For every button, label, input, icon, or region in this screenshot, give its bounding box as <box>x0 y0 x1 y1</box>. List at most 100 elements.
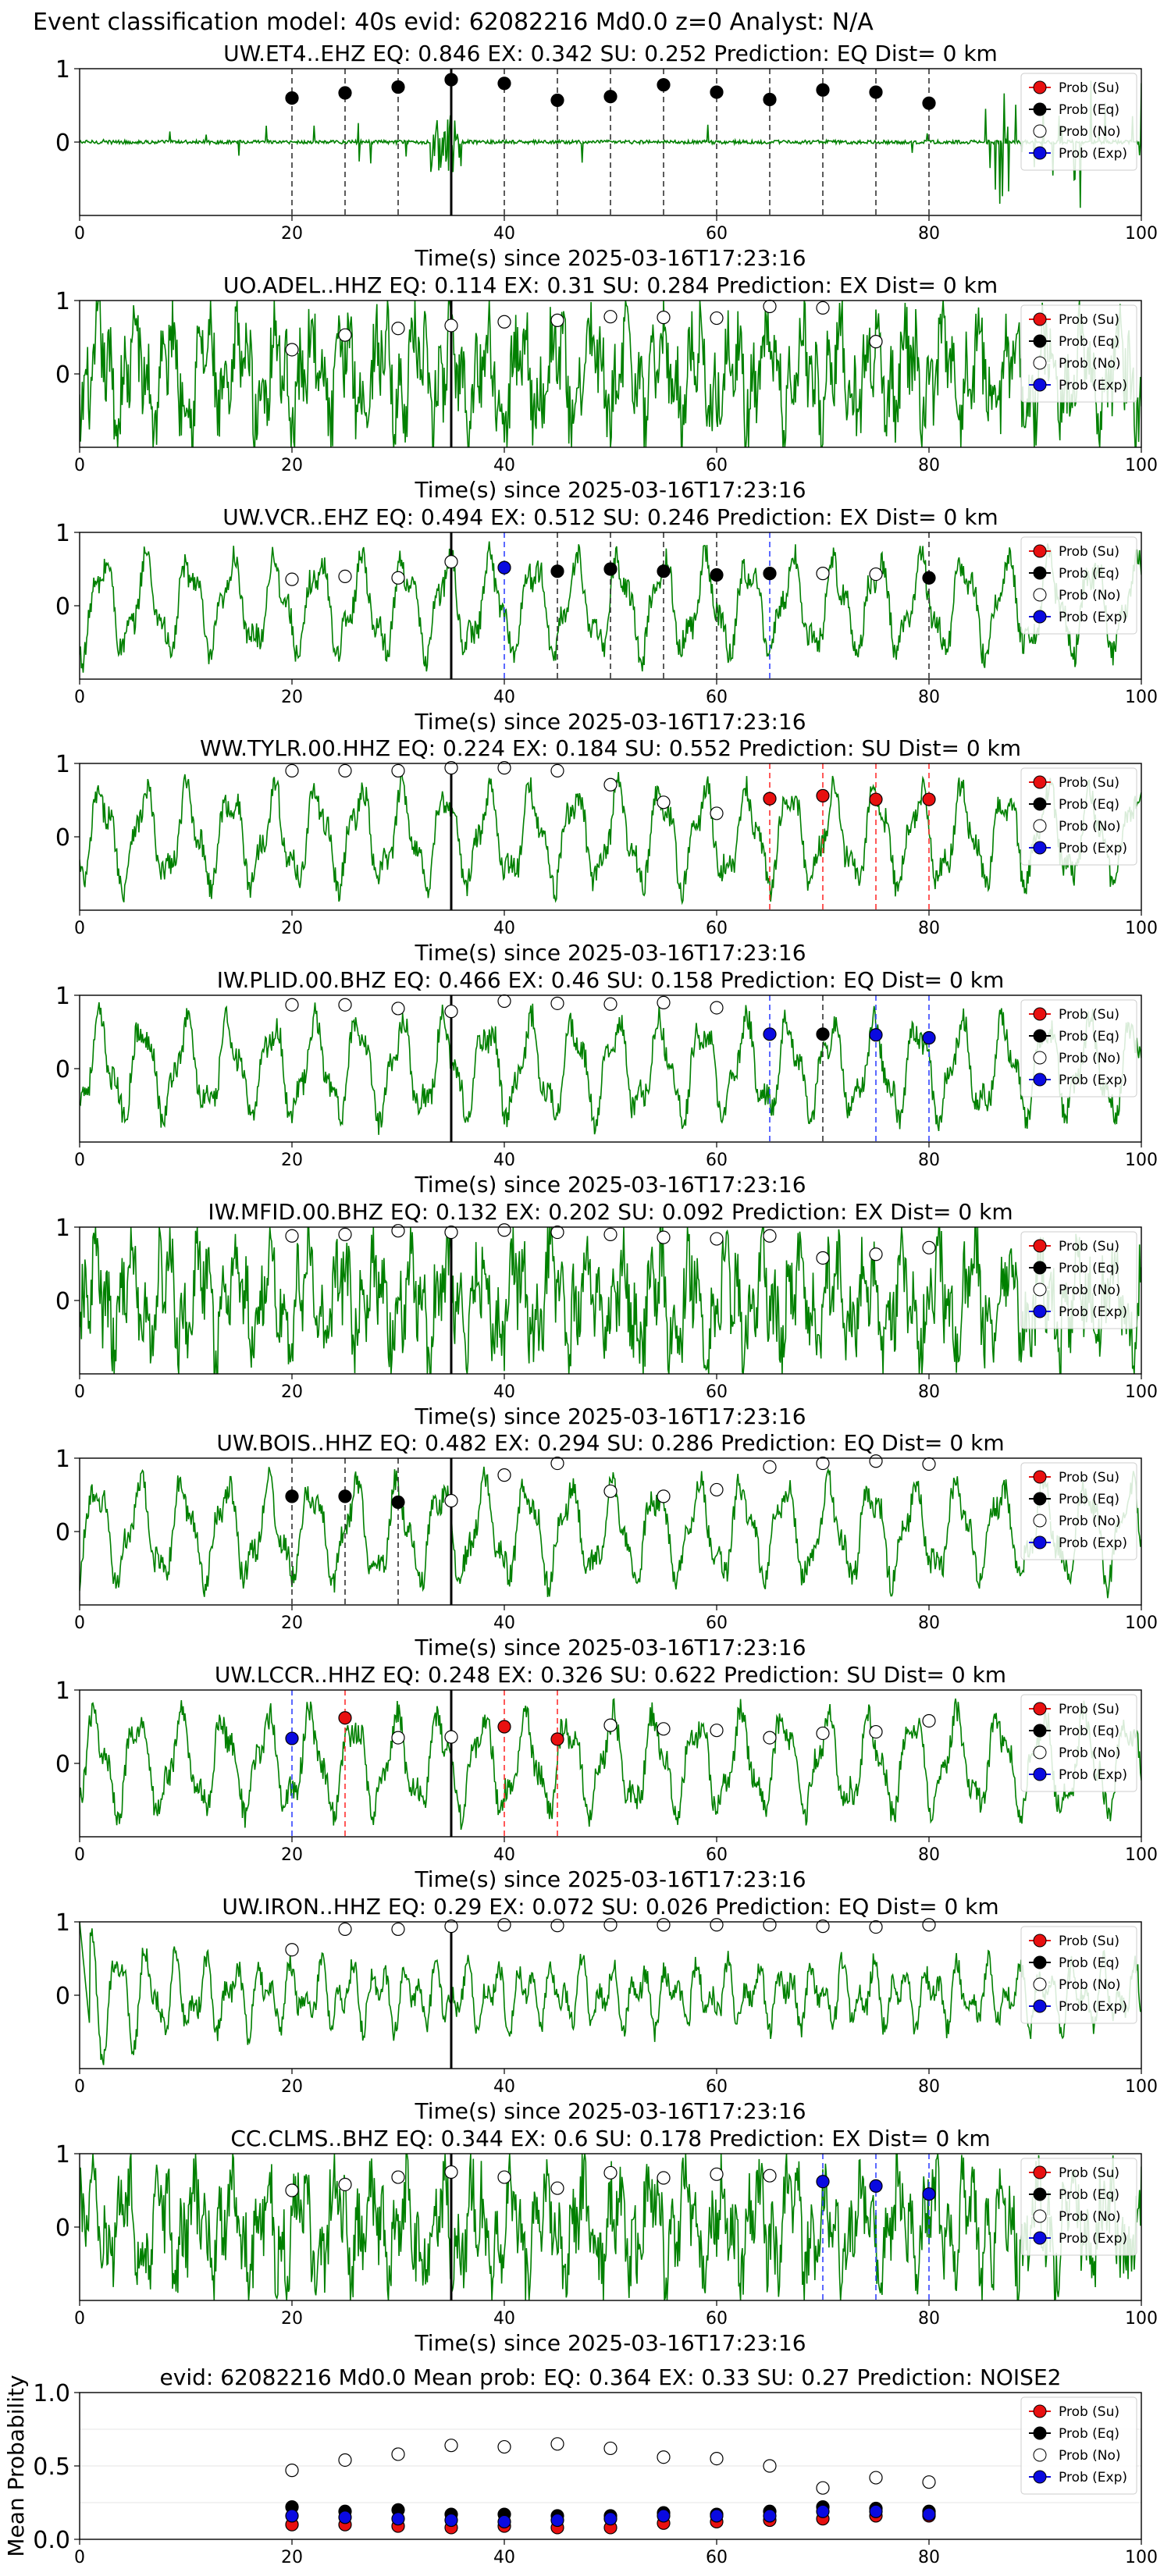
x-tick-label: 100 <box>1125 1151 1158 1170</box>
x-tick-label: 80 <box>918 2309 940 2329</box>
legend-marker <box>1033 1724 1047 1738</box>
x-tick-label: 0 <box>74 2077 85 2097</box>
legend-marker <box>1033 378 1047 392</box>
prob-marker <box>922 1457 936 1471</box>
x-tick-label: 40 <box>493 1151 515 1170</box>
legend-marker <box>1033 566 1047 580</box>
prob-marker <box>603 2512 618 2526</box>
plot-area <box>80 1690 1141 1837</box>
plot-area <box>80 1227 1141 1374</box>
legend-label: Prob (No) <box>1059 588 1121 603</box>
legend-marker <box>1033 312 1047 326</box>
x-axis-label: Time(s) since 2025-03-16T17:23:16 <box>414 940 806 966</box>
prob-marker <box>497 76 511 91</box>
prob-marker <box>285 343 299 357</box>
x-tick-label: 40 <box>493 2548 515 2567</box>
prob-marker <box>603 2165 618 2180</box>
plot-area <box>80 995 1141 1142</box>
legend-label: Prob (Exp) <box>1059 1535 1127 1551</box>
waveform-trace <box>80 1002 1141 1135</box>
prob-marker <box>710 2452 724 2466</box>
x-tick-label: 20 <box>281 2309 303 2329</box>
legend-label: Prob (Exp) <box>1059 610 1127 625</box>
panel-title: evid: 62082216 Md0.0 Mean prob: EQ: 0.36… <box>160 2364 1062 2390</box>
prob-marker <box>285 1229 299 1243</box>
x-tick-label: 80 <box>918 456 940 475</box>
prob-marker <box>550 313 564 327</box>
prob-marker <box>444 761 458 775</box>
prob-marker <box>710 1001 724 1015</box>
x-tick-label: 60 <box>706 1845 728 1865</box>
x-tick-label: 40 <box>493 224 515 244</box>
x-tick-label: 40 <box>493 2309 515 2329</box>
prob-marker <box>657 564 671 578</box>
prob-marker <box>657 2509 671 2523</box>
waveform-trace <box>80 541 1141 673</box>
prob-marker <box>391 1002 405 1016</box>
prob-marker <box>763 299 777 314</box>
legend-box <box>1020 1694 1137 1792</box>
legend-marker <box>1033 2404 1047 2418</box>
legend-label: Prob (Su) <box>1059 1470 1119 1485</box>
prob-marker <box>497 761 511 775</box>
prob-marker <box>710 806 724 820</box>
legend-label: Prob (No) <box>1059 2448 1121 2464</box>
prob-marker <box>816 788 830 802</box>
x-tick-label: 0 <box>74 1151 85 1170</box>
prob-marker <box>763 792 777 806</box>
prob-marker <box>816 2481 830 2495</box>
station-panel-7: UW.BOIS..HHZ EQ: 0.482 EX: 0.294 SU: 0.2… <box>55 1430 1158 1660</box>
prob-marker <box>657 78 671 92</box>
prob-marker <box>869 1028 883 1042</box>
legend-marker <box>1033 797 1047 811</box>
legend-marker <box>1033 819 1047 833</box>
y-tick-label: 1.0 <box>33 2380 70 2407</box>
legend-marker <box>1033 1470 1047 1484</box>
legend-box <box>1020 2396 1137 2495</box>
legend-box <box>1020 304 1137 403</box>
prob-marker <box>710 2509 724 2523</box>
prob-marker <box>444 554 458 569</box>
prob-marker <box>657 795 671 809</box>
prob-marker <box>710 568 724 582</box>
prob-marker <box>391 80 405 94</box>
legend-label: Prob (No) <box>1059 1051 1121 1066</box>
prob-marker <box>285 1943 299 1957</box>
prob-marker <box>816 1027 830 1041</box>
y-tick-label: 0 <box>55 1519 70 1546</box>
legend-marker <box>1033 544 1047 558</box>
legend-box <box>1020 73 1137 171</box>
x-tick-label: 100 <box>1125 456 1158 475</box>
prob-marker <box>657 2450 671 2464</box>
prob-marker <box>869 335 883 349</box>
prob-marker <box>550 1456 564 1471</box>
legend-marker <box>1033 1514 1047 1528</box>
x-tick-label: 80 <box>918 2077 940 2097</box>
x-tick-label: 0 <box>74 456 85 475</box>
prob-marker <box>497 315 511 329</box>
legend-marker <box>1033 2426 1047 2440</box>
legend-label: Prob (No) <box>1059 1283 1121 1298</box>
prob-marker <box>391 1731 405 1745</box>
legend-label: Prob (Eq) <box>1059 1029 1119 1044</box>
prob-marker <box>922 2507 936 2521</box>
panel-title: IW.PLID.00.BHZ EQ: 0.466 EX: 0.46 SU: 0.… <box>217 967 1004 993</box>
prob-marker <box>391 2170 405 2184</box>
legend-marker <box>1033 1239 1047 1253</box>
x-tick-label: 80 <box>918 1382 940 1402</box>
legend-label: Prob (Eq) <box>1059 2187 1119 2203</box>
prob-marker <box>869 792 883 806</box>
station-panel-9: UW.IRON..HHZ EQ: 0.29 EX: 0.072 SU: 0.02… <box>55 1894 1158 2124</box>
prob-marker <box>763 1229 777 1243</box>
prob-marker <box>444 2513 458 2528</box>
y-axis-label: Mean Probability <box>3 2375 29 2556</box>
prob-marker <box>869 567 883 582</box>
legend-label: Prob (Eq) <box>1059 102 1119 118</box>
x-tick-label: 60 <box>706 2548 728 2567</box>
prob-marker <box>922 1240 936 1254</box>
prob-marker <box>922 1030 936 1045</box>
x-tick-label: 100 <box>1125 1614 1158 1633</box>
legend-marker <box>1033 1051 1047 1065</box>
prob-marker <box>285 1731 299 1745</box>
prob-marker <box>391 1224 405 1238</box>
